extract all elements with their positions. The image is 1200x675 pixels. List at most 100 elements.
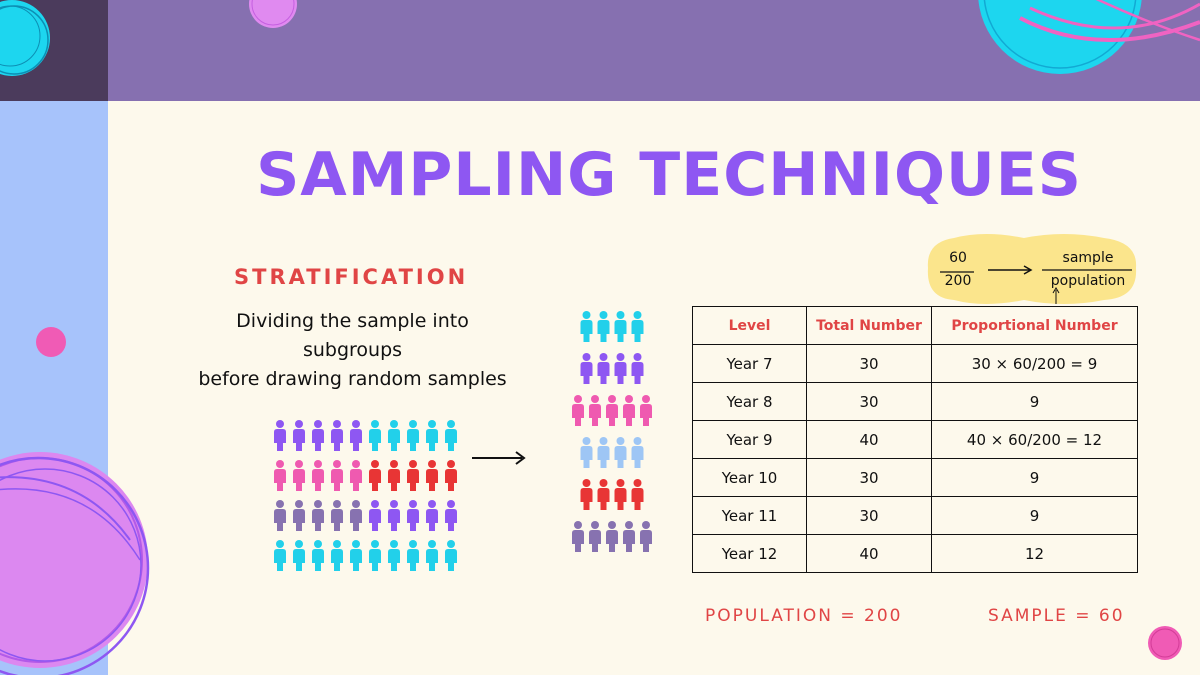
person-icon xyxy=(597,311,610,342)
person-icon xyxy=(631,437,644,468)
person-icon xyxy=(640,395,652,426)
cell-proportional: 40 × 60/200 = 12 xyxy=(931,420,1138,459)
person-icon xyxy=(597,479,610,510)
proportional-table: Level Total Number Proportional Number Y… xyxy=(692,306,1138,573)
person-icon xyxy=(369,540,381,571)
person-icon xyxy=(580,437,593,468)
person-icon xyxy=(614,353,627,384)
corner-block xyxy=(0,0,108,101)
person-icon xyxy=(597,437,610,468)
cell-total: 30 xyxy=(806,344,932,383)
cell-level: Year 7 xyxy=(692,344,807,383)
person-icon xyxy=(293,420,305,451)
cell-total: 40 xyxy=(806,534,932,573)
person-icon xyxy=(407,460,419,491)
person-icon xyxy=(407,500,419,531)
person-icon xyxy=(445,500,457,531)
cell-level: Year 8 xyxy=(692,382,807,421)
formula-target-numerator: sample xyxy=(1062,250,1114,266)
cell-level: Year 12 xyxy=(692,534,807,573)
person-icon xyxy=(274,420,286,451)
person-icon xyxy=(606,521,618,552)
person-icon xyxy=(606,395,618,426)
person-icon xyxy=(589,395,601,426)
person-icon xyxy=(589,521,601,552)
person-icon xyxy=(445,540,457,571)
sample-figures xyxy=(572,311,652,552)
section-subtitle: STRATIFICATION xyxy=(234,265,469,289)
description-line-1: Dividing the sample into xyxy=(236,310,469,332)
person-icon xyxy=(631,311,644,342)
header-proportional-number: Proportional Number xyxy=(931,306,1138,345)
person-icon xyxy=(631,479,644,510)
person-icon xyxy=(312,540,324,571)
person-icon xyxy=(274,500,286,531)
person-icon xyxy=(407,540,419,571)
cell-level: Year 9 xyxy=(692,420,807,459)
person-icon xyxy=(312,420,324,451)
person-icon xyxy=(614,311,627,342)
cell-proportional: 9 xyxy=(931,382,1138,421)
table-row: Year 7 30 30 × 60/200 = 9 xyxy=(692,344,1138,383)
sample-total: SAMPLE = 60 xyxy=(988,606,1125,626)
cell-total: 30 xyxy=(806,382,932,421)
formula-denominator: 200 xyxy=(944,273,972,289)
person-icon xyxy=(388,460,400,491)
person-icon xyxy=(312,500,324,531)
person-icon xyxy=(331,540,343,571)
person-icon xyxy=(293,500,305,531)
cell-total: 30 xyxy=(806,496,932,535)
person-icon xyxy=(331,420,343,451)
table-row: Year 10 30 9 xyxy=(692,458,1138,497)
person-icon xyxy=(293,460,305,491)
right-arrow-icon xyxy=(472,451,526,465)
cell-level: Year 11 xyxy=(692,496,807,535)
person-icon xyxy=(597,353,610,384)
person-icon xyxy=(331,500,343,531)
person-icon xyxy=(312,460,324,491)
person-icon xyxy=(631,353,644,384)
person-icon xyxy=(350,500,362,531)
person-icon xyxy=(426,420,438,451)
population-total: POPULATION = 200 xyxy=(705,606,903,626)
description-line-3: before drawing random samples xyxy=(198,368,507,390)
cell-proportional: 9 xyxy=(931,496,1138,535)
page-title: SAMPLING TECHNIQUES xyxy=(256,140,1082,210)
person-icon xyxy=(369,500,381,531)
person-icon xyxy=(293,540,305,571)
person-icon xyxy=(331,460,343,491)
cell-proportional: 12 xyxy=(931,534,1138,573)
description-line-2: subgroups xyxy=(302,339,403,361)
person-icon xyxy=(426,460,438,491)
person-icon xyxy=(426,500,438,531)
person-icon xyxy=(445,420,457,451)
person-icon xyxy=(274,540,286,571)
table-row: Year 12 40 12 xyxy=(692,534,1138,573)
person-icon xyxy=(640,521,652,552)
person-icon xyxy=(388,500,400,531)
person-icon xyxy=(614,479,627,510)
person-icon xyxy=(407,420,419,451)
population-figures xyxy=(274,420,457,571)
formula-bubble xyxy=(927,234,1137,304)
header-band xyxy=(108,0,1200,101)
table-row: Year 8 30 9 xyxy=(692,382,1138,421)
person-icon xyxy=(623,521,635,552)
table-row: Year 9 40 40 × 60/200 = 12 xyxy=(692,420,1138,459)
person-icon xyxy=(580,311,593,342)
person-icon xyxy=(388,540,400,571)
cell-level: Year 10 xyxy=(692,458,807,497)
cell-total: 30 xyxy=(806,458,932,497)
person-icon xyxy=(572,395,584,426)
cell-proportional: 9 xyxy=(931,458,1138,497)
formula-numerator: 60 xyxy=(949,250,967,266)
pink-dot-bottom-right xyxy=(1148,626,1182,660)
person-icon xyxy=(350,540,362,571)
cell-proportional: 30 × 60/200 = 9 xyxy=(931,344,1138,383)
person-icon xyxy=(614,437,627,468)
person-icon xyxy=(572,521,584,552)
person-icon xyxy=(445,460,457,491)
header-level: Level xyxy=(692,306,807,345)
person-icon xyxy=(426,540,438,571)
person-icon xyxy=(350,420,362,451)
